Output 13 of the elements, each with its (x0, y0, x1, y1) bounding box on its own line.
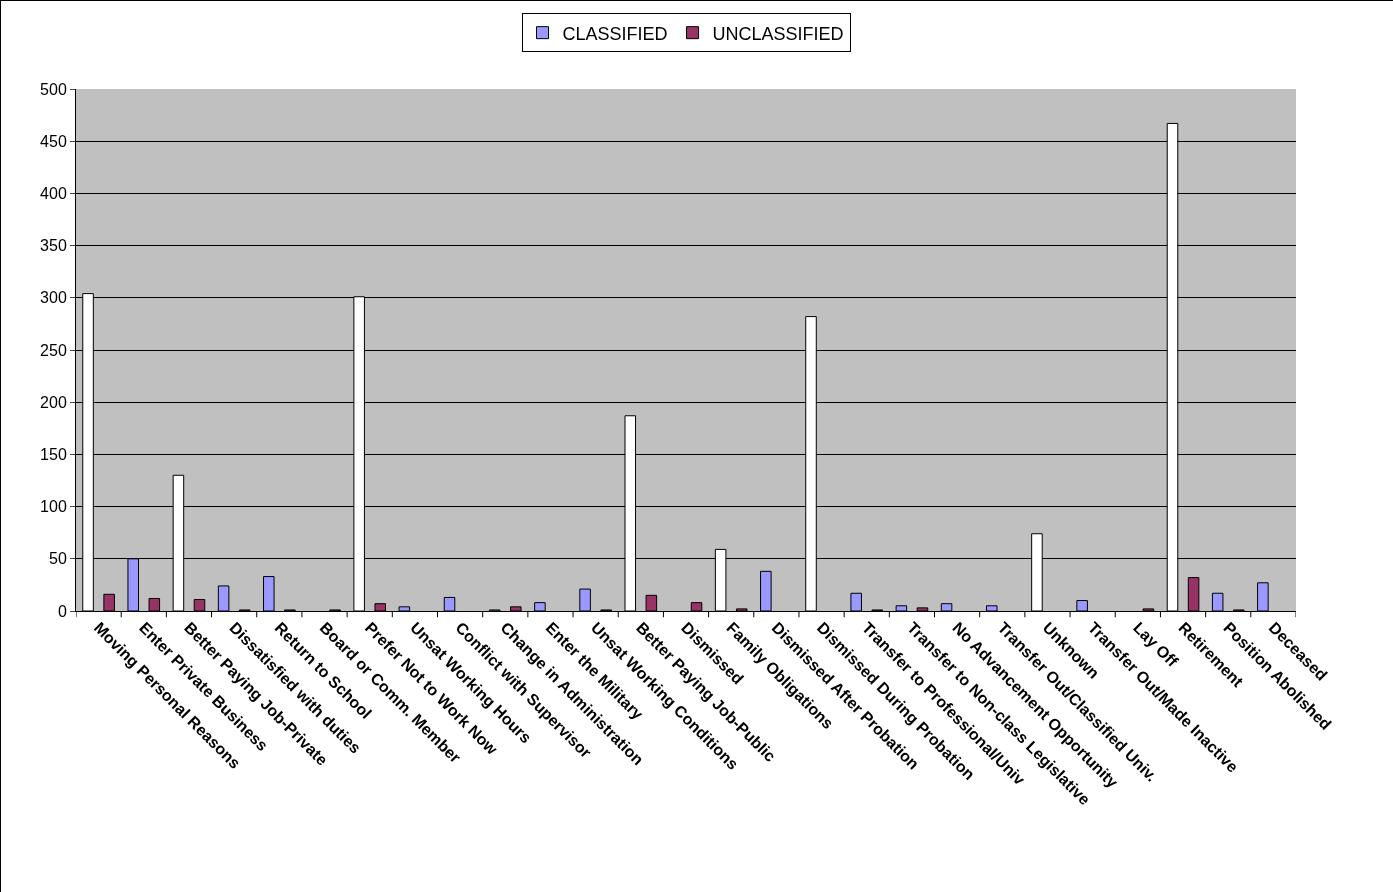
y-tick-label: 0 (57, 602, 67, 620)
y-tick-label: 400 (40, 185, 67, 202)
y-tick-label: 450 (40, 132, 67, 150)
y-tick-label: 150 (40, 446, 67, 463)
y-tick-label: 500 (40, 80, 67, 98)
y-tick-label: 300 (40, 289, 67, 307)
legend-label: UNCLASSIFIED (712, 23, 844, 44)
y-tick-label: 200 (40, 393, 67, 411)
y-tick-label: 250 (40, 341, 67, 359)
y-tick-label: 100 (40, 498, 67, 516)
y-tick-label: 350 (40, 237, 67, 255)
legend-label: CLASSIFIED (562, 23, 668, 44)
y-tick-label: 50 (49, 550, 67, 568)
